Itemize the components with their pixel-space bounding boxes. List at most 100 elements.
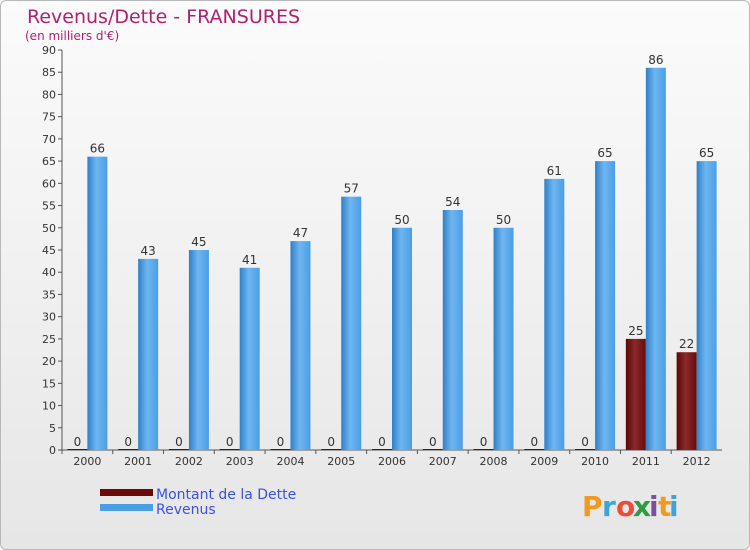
logo-letter: i	[669, 490, 679, 523]
revenus-bar	[239, 267, 260, 450]
y-tick-label: 45	[42, 244, 56, 257]
dette-value-label: 0	[226, 435, 234, 449]
logo-letter: t	[658, 490, 671, 523]
logo-letter: P	[582, 490, 603, 523]
revenus-value-label: 50	[496, 213, 511, 227]
dette-value-label: 0	[327, 435, 335, 449]
x-tick-label: 2000	[73, 455, 101, 468]
y-tick-label: 30	[42, 311, 56, 324]
y-tick-label: 90	[42, 44, 56, 57]
y-tick-label: 50	[42, 222, 56, 235]
dette-bar	[219, 449, 240, 450]
logo-letter: i	[649, 490, 659, 523]
x-tick-label: 2001	[124, 455, 152, 468]
revenus-value-label: 47	[293, 226, 308, 240]
dette-bar	[575, 449, 596, 450]
revenus-bar	[392, 227, 412, 450]
dette-bar	[321, 449, 342, 450]
legend-label-dette: Montant de la Dette	[156, 487, 296, 503]
x-tick-label: 2002	[175, 455, 203, 468]
x-tick-label: 2007	[429, 455, 457, 468]
y-tick-label: 15	[42, 377, 56, 390]
revenus-bar	[138, 258, 159, 450]
revenus-bar	[493, 227, 514, 450]
dette-bar	[625, 338, 646, 450]
dette-bar	[67, 449, 88, 450]
legend: Montant de la Dette Revenus	[100, 487, 296, 518]
revenus-value-label: 65	[597, 146, 612, 160]
chart-title: Revenus/Dette - FRANSURES	[27, 6, 300, 28]
revenus-value-label: 50	[394, 213, 409, 227]
dette-value-label: 0	[175, 435, 183, 449]
dette-value-label: 0	[581, 435, 589, 449]
y-tick-label: 20	[42, 355, 56, 368]
x-tick-label: 2011	[632, 455, 660, 468]
dette-bar	[422, 449, 443, 450]
logo-letter: o	[616, 490, 635, 523]
revenus-value-label: 86	[648, 53, 663, 67]
revenus-bar	[188, 250, 209, 450]
y-tick-label: 10	[42, 400, 56, 413]
y-tick-label: 35	[42, 288, 56, 301]
x-tick-label: 2006	[378, 455, 406, 468]
revenus-value-label: 43	[141, 244, 156, 258]
dette-value-label: 0	[480, 435, 488, 449]
dette-value-label: 0	[124, 435, 132, 449]
dette-value-label: 25	[628, 324, 643, 338]
y-tick-label: 25	[42, 333, 56, 346]
x-tick-label: 2010	[581, 455, 609, 468]
x-tick-label: 2012	[683, 455, 711, 468]
x-tick-label: 2005	[327, 455, 355, 468]
dette-bar	[168, 449, 189, 450]
x-tick-label: 2008	[480, 455, 508, 468]
y-tick-label: 75	[42, 111, 56, 124]
revenus-value-label: 57	[344, 182, 359, 196]
y-tick-label: 60	[42, 177, 56, 190]
revenus-value-label: 61	[547, 164, 562, 178]
y-tick-label: 85	[42, 66, 56, 79]
y-tick-label: 65	[42, 155, 56, 168]
chart-subtitle: (en milliers d'€)	[25, 29, 119, 43]
revenus-bar	[442, 210, 463, 450]
legend-label-revenus: Revenus	[156, 502, 216, 518]
bars: 0 66 0 43 0 45 0 41 0 47 0 57 0 50 0 54 0 50 0 61 0 65 25 86 22 6…	[67, 53, 717, 451]
dette-value-label: 0	[530, 435, 538, 449]
dette-bar	[676, 352, 697, 450]
revenus-bar	[290, 241, 311, 450]
dette-value-label: 0	[378, 435, 386, 449]
dette-bar	[270, 449, 291, 450]
x-tick-label: 2009	[530, 455, 558, 468]
revenus-bar	[696, 161, 717, 450]
legend-swatch-revenus	[100, 504, 153, 511]
revenus-bar	[595, 161, 616, 450]
y-tick-label: 70	[42, 133, 56, 146]
dette-bar	[524, 449, 545, 450]
revenus-value-label: 54	[445, 195, 460, 209]
y-tick-label: 80	[42, 88, 56, 101]
y-tick-label: 0	[49, 444, 56, 457]
dette-value-label: 0	[74, 435, 82, 449]
revenus-bar	[87, 156, 108, 450]
y-tick-label: 5	[49, 422, 56, 435]
revenus-value-label: 65	[699, 146, 714, 160]
x-tick-label: 2004	[276, 455, 304, 468]
dette-bar	[473, 449, 494, 450]
legend-swatch-dette	[100, 489, 153, 496]
dette-bar	[118, 449, 139, 450]
revenus-value-label: 41	[242, 253, 257, 267]
dette-value-label: 0	[429, 435, 437, 449]
revenus-bar	[645, 67, 666, 451]
dette-value-label: 22	[679, 337, 694, 351]
y-tick-label: 40	[42, 266, 56, 279]
logo-letter: x	[633, 490, 651, 523]
y-tick-label: 55	[42, 200, 56, 213]
dette-value-label: 0	[277, 435, 285, 449]
revenus-value-label: 45	[191, 235, 206, 249]
revenus-bar	[341, 196, 362, 450]
revenus-bar	[544, 178, 565, 450]
revenus-value-label: 66	[90, 142, 105, 156]
dette-bar	[372, 449, 392, 450]
